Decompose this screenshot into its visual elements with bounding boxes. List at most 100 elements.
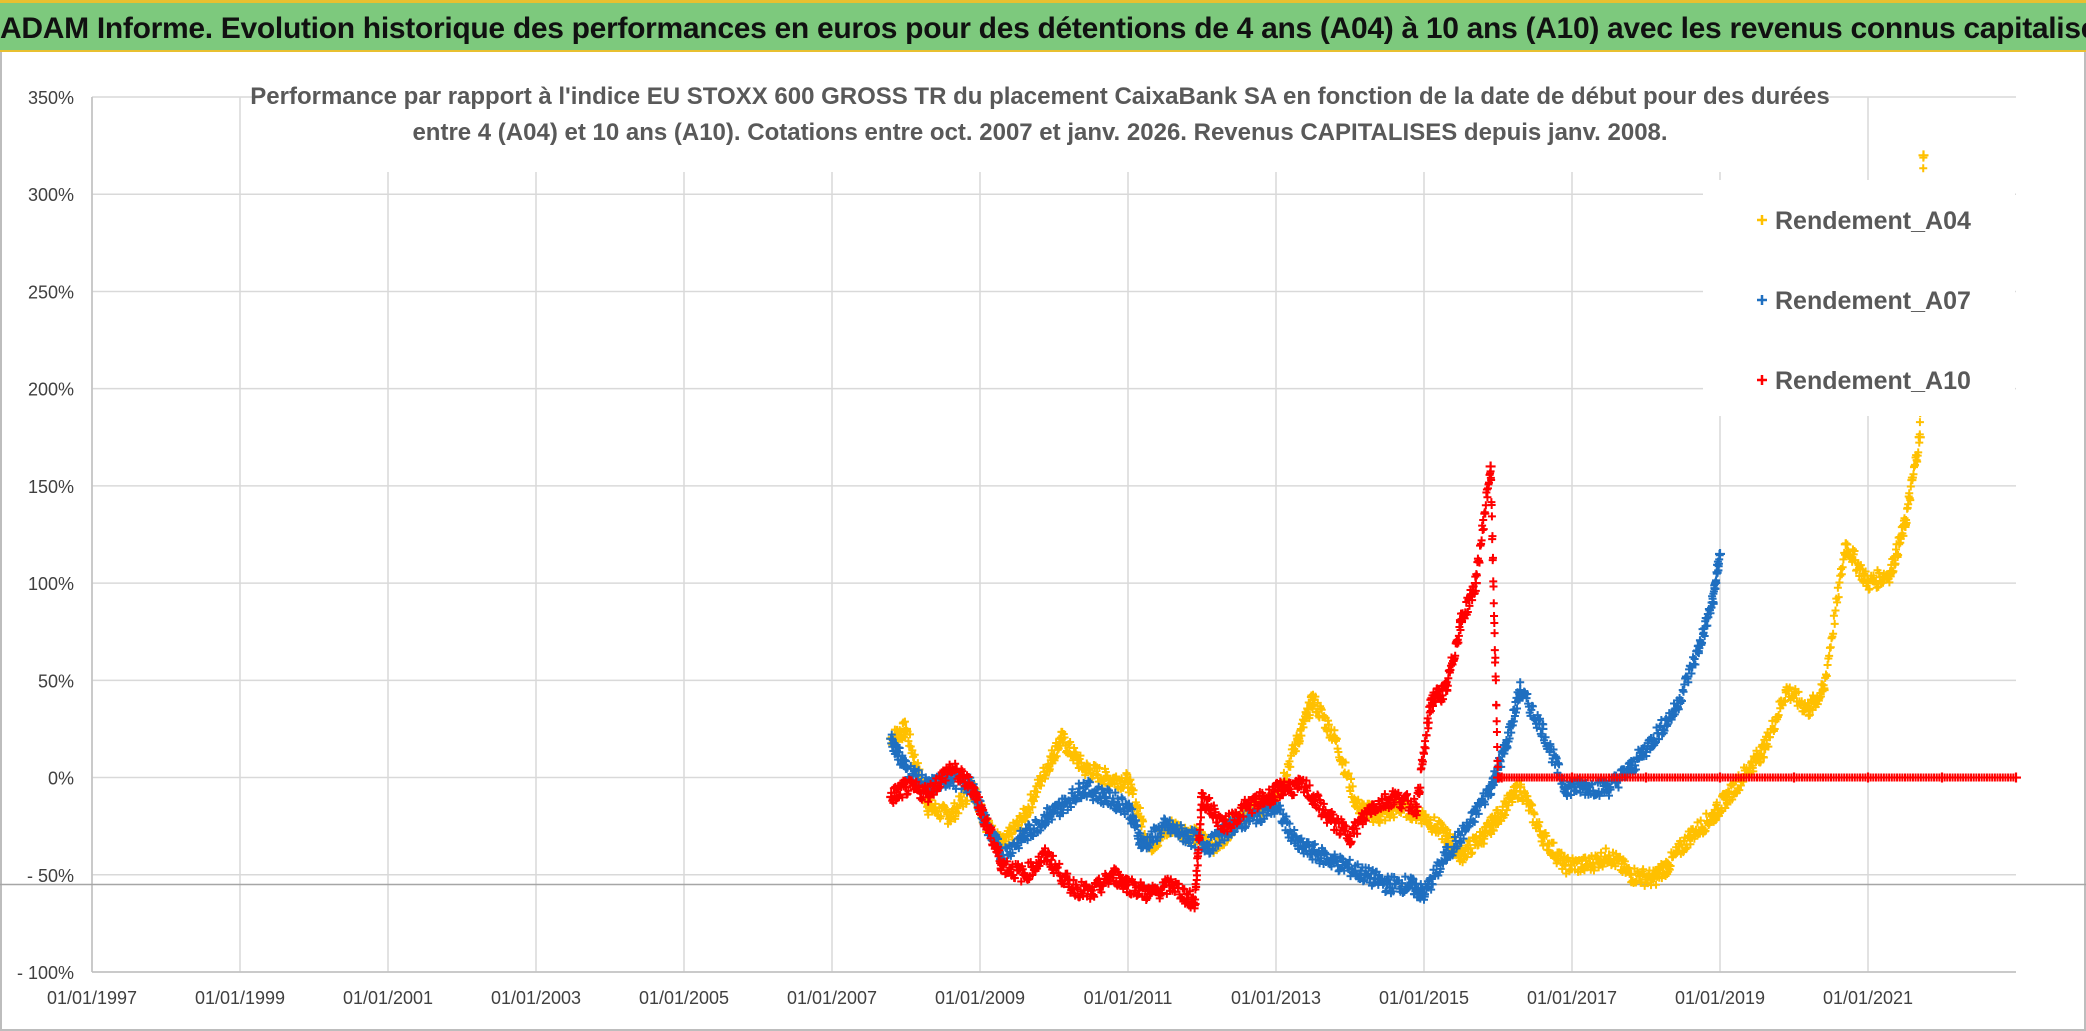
legend-label-Rendement_A04: Rendement_A04 bbox=[1775, 207, 1971, 235]
data-point bbox=[1539, 841, 1548, 850]
data-point bbox=[1511, 708, 1520, 717]
data-point bbox=[1157, 829, 1166, 838]
data-point bbox=[1507, 728, 1516, 737]
data-point bbox=[1165, 816, 1174, 825]
data-point bbox=[1359, 869, 1370, 880]
y-tick-label: 300% bbox=[28, 185, 74, 205]
data-point bbox=[1283, 770, 1292, 779]
y-tick-label: 100% bbox=[28, 574, 74, 594]
data-point bbox=[1597, 848, 1606, 857]
data-point bbox=[1459, 834, 1468, 843]
data-point bbox=[1041, 811, 1052, 822]
data-point bbox=[901, 762, 911, 773]
x-tick-label: 01/01/2017 bbox=[1527, 988, 1617, 1008]
data-point bbox=[1648, 733, 1659, 744]
data-point bbox=[1031, 792, 1040, 801]
data-point bbox=[1528, 702, 1537, 711]
data-point bbox=[1829, 629, 1838, 638]
data-point bbox=[1492, 717, 1501, 726]
data-point bbox=[1537, 723, 1548, 734]
data-point bbox=[1555, 760, 1564, 769]
data-point bbox=[1863, 578, 1873, 589]
x-tick-label: 01/01/2003 bbox=[491, 988, 581, 1008]
data-point bbox=[1193, 861, 1202, 870]
data-point bbox=[1209, 846, 1218, 855]
data-point bbox=[1530, 810, 1539, 819]
data-point bbox=[1437, 820, 1446, 829]
data-point bbox=[1299, 723, 1308, 732]
data-point bbox=[1324, 720, 1333, 729]
data-point bbox=[1759, 753, 1768, 762]
data-point bbox=[1605, 791, 1613, 800]
data-point bbox=[910, 750, 919, 759]
data-point bbox=[1352, 801, 1363, 812]
data-point bbox=[1489, 599, 1498, 608]
data-point bbox=[1900, 519, 1910, 530]
data-point bbox=[1677, 696, 1686, 705]
data-point bbox=[1145, 843, 1154, 852]
data-point bbox=[1856, 561, 1865, 570]
data-point bbox=[1781, 685, 1792, 696]
data-point bbox=[1019, 811, 1030, 822]
data-point bbox=[1131, 798, 1140, 807]
data-point bbox=[936, 812, 945, 821]
data-point bbox=[1100, 792, 1111, 802]
data-point bbox=[1066, 737, 1075, 746]
data-point bbox=[1051, 753, 1060, 762]
data-point bbox=[1160, 821, 1170, 832]
data-point bbox=[954, 809, 963, 818]
data-point bbox=[1826, 643, 1835, 652]
x-tick-label: 01/01/2005 bbox=[639, 988, 729, 1008]
data-point bbox=[1084, 776, 1093, 785]
x-tick-label: 01/01/2021 bbox=[1823, 988, 1913, 1008]
chart-legend: Rendement_A04 Rendement_A07 Rendement_A10 bbox=[1703, 180, 2015, 416]
data-point bbox=[1485, 782, 1496, 793]
legend-label-Rendement_A07: Rendement_A07 bbox=[1775, 287, 1971, 315]
y-axis-ticks: 350% 300% 250% 200% 150% 100% 50% 0% - 50% - 100% bbox=[17, 88, 74, 983]
data-point bbox=[1515, 685, 1526, 696]
data-point bbox=[1535, 818, 1544, 827]
data-point bbox=[1468, 848, 1477, 857]
data-point bbox=[1139, 817, 1148, 826]
data-point bbox=[1085, 778, 1094, 787]
x-tick-label: 01/01/2001 bbox=[343, 988, 433, 1008]
data-point bbox=[1891, 559, 1900, 568]
data-point bbox=[1700, 632, 1709, 641]
data-point bbox=[1330, 733, 1341, 744]
series-Rendement_A10 bbox=[886, 461, 2021, 913]
data-point bbox=[1056, 733, 1067, 744]
data-point bbox=[1829, 611, 1838, 620]
data-point bbox=[1909, 470, 1918, 479]
data-point bbox=[1698, 638, 1707, 647]
data-point bbox=[1317, 705, 1326, 714]
data-point bbox=[1735, 786, 1744, 795]
data-point bbox=[1315, 850, 1326, 861]
page-title: ADAM Informe. Evolution historique des p… bbox=[0, 12, 2086, 45]
data-point bbox=[1474, 809, 1483, 818]
data-point bbox=[1523, 689, 1532, 698]
data-point bbox=[1404, 879, 1415, 890]
data-point bbox=[1803, 704, 1814, 715]
data-point bbox=[1491, 653, 1500, 662]
data-point bbox=[1914, 448, 1923, 457]
y-tick-label: - 100% bbox=[17, 963, 74, 983]
data-point bbox=[1041, 762, 1052, 773]
data-point bbox=[1441, 830, 1452, 841]
y-tick-label: 0% bbox=[48, 769, 74, 789]
data-point bbox=[1196, 813, 1205, 822]
data-point bbox=[1424, 718, 1433, 727]
performance-chart: Performance par rapport à l'indice EU ST… bbox=[0, 74, 2086, 1008]
data-point bbox=[1374, 811, 1385, 822]
x-tick-label: 01/01/2007 bbox=[787, 988, 877, 1008]
data-point bbox=[1770, 725, 1779, 734]
data-point bbox=[1192, 871, 1201, 880]
data-point bbox=[1215, 838, 1224, 847]
data-point bbox=[1593, 854, 1602, 863]
data-point bbox=[1508, 721, 1517, 730]
data-point bbox=[1337, 860, 1348, 871]
data-point bbox=[1462, 853, 1471, 862]
x-tick-label: 01/01/2009 bbox=[935, 988, 1025, 1008]
data-point bbox=[1850, 546, 1859, 555]
data-point bbox=[1899, 531, 1908, 540]
data-point bbox=[1679, 687, 1688, 696]
